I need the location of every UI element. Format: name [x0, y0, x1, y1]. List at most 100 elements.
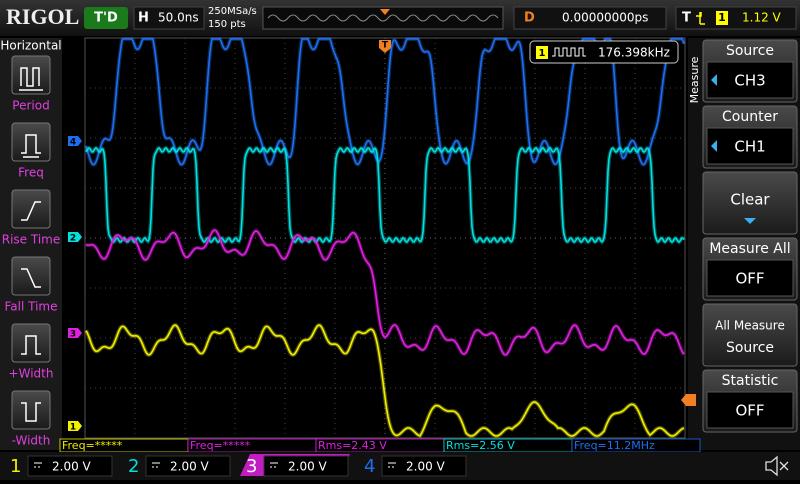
left-menu-icon [21, 335, 41, 355]
right-menu-arrow [711, 74, 717, 86]
left-menu-icon-box[interactable] [11, 323, 51, 363]
waveform [85, 146, 685, 244]
channel-marker [68, 421, 82, 431]
left-menu-icon-box[interactable] [11, 256, 51, 296]
counter-box [529, 40, 679, 64]
trigger-channel: 1 [718, 11, 726, 24]
trigger-marker-text: T [382, 41, 389, 51]
waveform [85, 38, 685, 166]
right-menu-value: OFF [735, 270, 764, 288]
left-menu-icon [19, 67, 43, 91]
t-label: T [682, 11, 691, 26]
right-menu-value: CH3 [734, 72, 765, 90]
left-menu-icon-box[interactable] [11, 122, 51, 162]
counter-icon [552, 47, 586, 57]
right-menu-button[interactable] [702, 303, 798, 367]
timebase-box[interactable] [133, 6, 205, 30]
left-menu-item: Fall Time [4, 300, 57, 314]
channel-number: 4 [364, 456, 375, 477]
left-menu-item: Rise Time [2, 233, 61, 247]
speaker-icon [765, 455, 789, 477]
memory-trigger [380, 9, 390, 15]
left-menu-item: Freq [18, 166, 44, 180]
measurement: Freq=11.2MHz [574, 439, 655, 452]
channel-scale: 2.00 V [170, 460, 210, 474]
channel-scale: 2.00 V [288, 460, 328, 474]
points: 150 pts [208, 19, 246, 30]
trigger-position-marker [379, 40, 391, 53]
coupling-icon [270, 462, 278, 468]
right-menu-title: Source [726, 43, 774, 59]
channel-scale-box[interactable] [263, 455, 349, 477]
right-menu-value-box [706, 127, 794, 165]
right-menu-value: Source [726, 340, 774, 356]
waveform [85, 229, 685, 356]
brand: RIGOL [6, 4, 79, 29]
coupling-icon [388, 462, 396, 468]
memory-wave [267, 14, 499, 22]
right-menu-arrow [744, 218, 756, 224]
coupling-icon [34, 462, 42, 468]
left-menu-icon-box[interactable] [11, 189, 51, 229]
delay: 0.00000000ps [562, 11, 648, 25]
memory-bar [262, 6, 504, 30]
edge-icon [696, 12, 705, 25]
right-menu-title: All Measure [715, 319, 785, 333]
left-menu-icon [21, 268, 41, 288]
right-menu-title: Statistic [722, 373, 779, 389]
left-menu [0, 38, 62, 450]
channel-number: 3 [246, 456, 257, 477]
run-status: T'D [94, 11, 118, 26]
left-menu-title: Horizontal [0, 39, 61, 53]
right-menu-value-box [706, 391, 794, 429]
right-menu-value: OFF [735, 402, 764, 420]
left-menu-item: Period [12, 99, 49, 113]
channel-marker-text: 2 [70, 234, 76, 244]
channel-marker [68, 232, 82, 242]
channel-number: 1 [10, 456, 21, 477]
run-status-box[interactable] [84, 7, 128, 29]
left-menu-item: -Width [12, 434, 51, 448]
delay-box[interactable] [513, 6, 667, 30]
right-menu-arrow [711, 140, 717, 152]
trigger-box[interactable] [675, 6, 797, 30]
measurement: Rms=2.43 V [318, 439, 387, 452]
channel-marker-text: 1 [70, 423, 76, 433]
counter-value: 176.398kHz [598, 46, 670, 60]
channel-marker-text: 3 [70, 330, 76, 340]
left-menu-item: +Width [9, 367, 54, 381]
trigger-level-marker [681, 394, 696, 406]
channel-marker [68, 136, 82, 146]
waveform [85, 324, 685, 437]
h-label: H [138, 11, 149, 26]
right-menu-title: Counter [722, 109, 778, 125]
left-menu-icon [21, 201, 41, 221]
channel-scale: 2.00 V [406, 460, 446, 474]
measurement: Freq=***** [62, 439, 123, 452]
channel-scale-box[interactable] [381, 455, 467, 477]
channel-scale-box[interactable] [27, 455, 113, 477]
left-menu-icon [21, 402, 41, 422]
right-menu-value-box [706, 259, 794, 297]
right-menu-value-box [706, 61, 794, 99]
counter-channel-box [536, 46, 548, 59]
channel-number: 2 [128, 456, 139, 477]
left-menu-icon-box[interactable] [11, 390, 51, 430]
measurement: Freq=***** [190, 439, 251, 452]
left-menu-icon [21, 134, 41, 158]
left-menu-icon-box[interactable] [11, 55, 51, 95]
sample-rate: 250MSa/s [208, 6, 257, 17]
channel-marker [68, 328, 82, 338]
right-menu-button[interactable] [702, 171, 798, 235]
trigger-channel-box [716, 11, 728, 25]
right-menu-value: CH1 [734, 138, 765, 156]
channel-scale: 2.00 V [52, 460, 92, 474]
timebase: 50.0ns [158, 11, 199, 25]
right-menu-title: Measure All [709, 241, 790, 257]
trigger-level: 1.12 V [742, 11, 782, 25]
measurement: Rms=2.56 V [446, 439, 515, 452]
channel-scale-box[interactable] [145, 455, 231, 477]
right-menu-label: Measure [688, 56, 701, 103]
right-menu-title: Clear [730, 191, 770, 209]
